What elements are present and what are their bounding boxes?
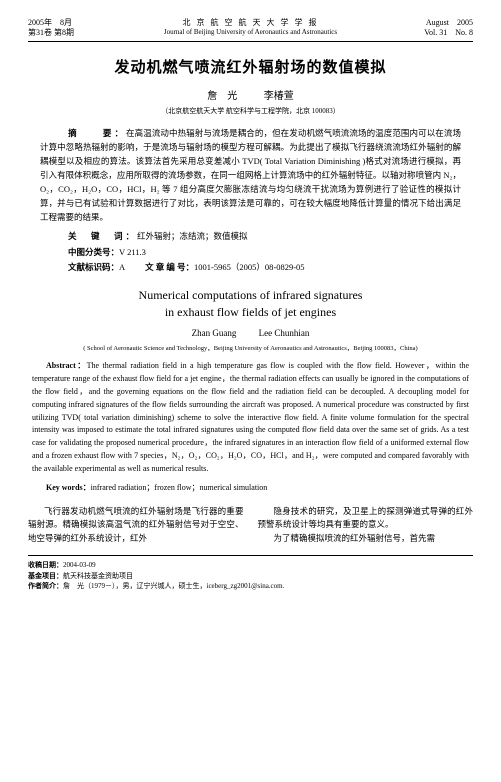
artno-value: 1001-5965（2005）08-0829-05 <box>194 262 305 272</box>
doc-code-row: 文献标识码：A 文 章 编 号：1001-5965（2005）08-0829-0… <box>40 261 461 273</box>
journal-name-cn: 北 京 航 空 航 天 大 学 学 报 <box>108 18 393 28</box>
abstract-en-label: Abstract： <box>46 361 87 370</box>
header-left: 2005年 8月 第31卷 第8期 <box>28 18 108 39</box>
keywords-en: Key words：infrared radiation；frozen flow… <box>32 482 469 493</box>
authors-cn: 詹 光 李椿萱 <box>28 87 473 102</box>
author-bio-text: 詹 光（1979－），男，辽宁兴城人，硕士生，iceberg_zg2001@si… <box>63 582 284 590</box>
title-en-line2: in exhaust flow fields of jet engines <box>28 304 473 321</box>
header-center: 北 京 航 空 航 天 大 学 学 报 Journal of Beijing U… <box>108 18 393 39</box>
fund-row: 基金项目：航天科技基金资助项目 <box>28 571 473 582</box>
body-para-1: 飞行器发动机燃气喷流的红外辐射场是飞行器的重要辐射源。精确模拟该高温气流的红外辐… <box>28 505 244 546</box>
received-row: 收稿日期：2004-03-09 <box>28 560 473 571</box>
received-label: 收稿日期： <box>28 561 63 569</box>
body-col-right: 隐身技术的研究，及卫星上的探测弹道式导弹的红外预警系统设计等均具有重要的意义。 … <box>258 505 474 546</box>
keywords-cn-label: 关 键 词： <box>68 231 137 241</box>
author-cn-2: 李椿萱 <box>264 91 294 102</box>
affiliation-cn: （北京航空航天大学 航空科学与工程学院，北京 100083） <box>28 106 473 116</box>
clc-label: 中图分类号： <box>68 247 119 257</box>
clc-value: V 211.3 <box>119 247 146 257</box>
fund-label: 基金项目： <box>28 572 63 580</box>
body-para-3: 为了精确模拟喷流的红外辐射信号，首先需 <box>258 532 474 546</box>
title-en: Numerical computations of infrared signa… <box>28 287 473 321</box>
clc-row: 中图分类号：V 211.3 <box>40 246 461 258</box>
author-bio-label: 作者简介： <box>28 582 63 590</box>
authors-en: Zhan Guang Lee Chunhian <box>28 328 473 338</box>
journal-header: 2005年 8月 第31卷 第8期 北 京 航 空 航 天 大 学 学 报 Jo… <box>28 18 473 39</box>
body-columns: 飞行器发动机燃气喷流的红外辐射场是飞行器的重要辐射源。精确模拟该高温气流的红外辐… <box>28 505 473 546</box>
artno-label: 文 章 编 号： <box>145 262 194 272</box>
author-bio-row: 作者简介：詹 光（1979－），男，辽宁兴城人，硕士生，iceberg_zg20… <box>28 581 473 592</box>
abstract-en-text: The thermal radiation field in a high te… <box>32 361 469 472</box>
keywords-cn-text: 红外辐射；冻结流；数值模拟 <box>137 231 248 241</box>
title-cn: 发动机燃气喷流红外辐射场的数值模拟 <box>28 56 473 77</box>
date-cn: 2005年 8月 <box>28 18 108 28</box>
title-en-line1: Numerical computations of infrared signa… <box>28 287 473 304</box>
vol-cn: 第31卷 第8期 <box>28 28 108 38</box>
abstract-cn-label: 摘 要： <box>68 128 126 138</box>
header-rule <box>28 41 473 42</box>
body-col-left: 飞行器发动机燃气喷流的红外辐射场是飞行器的重要辐射源。精确模拟该高温气流的红外辐… <box>28 505 244 546</box>
abstract-en: Abstract：The thermal radiation field in … <box>32 360 469 475</box>
header-right: August 2005 Vol. 31 No. 8 <box>393 18 473 39</box>
affiliation-en: ( School of Aeronautic Science and Techn… <box>28 342 473 352</box>
abstract-cn: 摘 要：在高温流动中热辐射与流场是耦合的，但在发动机燃气喷流流场的温度范围内可以… <box>40 126 461 224</box>
received-date: 2004-03-09 <box>63 561 96 569</box>
keywords-cn: 关 键 词：红外辐射；冻结流；数值模拟 <box>40 230 461 242</box>
author-cn-1: 詹 光 <box>207 91 237 102</box>
doccode-value: A <box>119 262 125 272</box>
keywords-en-text: infrared radiation；frozen flow；numerical… <box>91 483 268 492</box>
author-en-2: Lee Chunhian <box>259 328 310 338</box>
fund-text: 航天科技基金资助项目 <box>63 572 133 580</box>
date-en: August 2005 <box>393 18 473 28</box>
footer: 收稿日期：2004-03-09 基金项目：航天科技基金资助项目 作者简介：詹 光… <box>28 555 473 592</box>
keywords-en-label: Key words： <box>46 483 91 492</box>
abstract-cn-text: 在高温流动中热辐射与流场是耦合的，但在发动机燃气喷流流场的温度范围内可以在流场计… <box>40 128 461 222</box>
journal-name-en: Journal of Beijing University of Aeronau… <box>108 28 393 37</box>
doccode-label: 文献标识码： <box>68 262 119 272</box>
body-para-2: 隐身技术的研究，及卫星上的探测弹道式导弹的红外预警系统设计等均具有重要的意义。 <box>258 505 474 532</box>
author-en-1: Zhan Guang <box>192 328 237 338</box>
vol-en: Vol. 31 No. 8 <box>393 28 473 38</box>
